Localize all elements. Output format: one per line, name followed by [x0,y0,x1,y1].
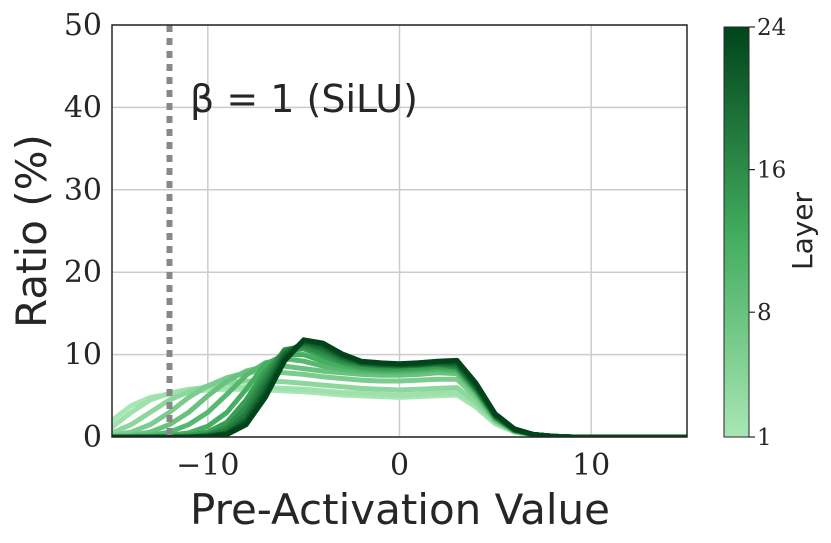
colorbar-tick-label: 1 [757,425,772,451]
series-line-layer-8 [112,363,687,437]
x-axis-label: Pre-Activation Value [190,485,610,534]
y-tick-label: 40 [64,90,102,125]
annotation: β = 1 (SiLU) [190,77,418,121]
y-tick-label: 0 [83,420,102,455]
x-tick-label: 10 [572,448,610,483]
colorbar-tick-label: 16 [757,158,786,184]
y-axis-label: Ratio (%) [7,134,56,328]
x-tick-labels: −10 0 10 [176,448,610,483]
series-line-layer-24 [112,337,687,437]
colorbar-ticks: 1 8 16 24 [749,15,786,451]
y-tick-label: 20 [64,255,102,290]
plot-frame [111,24,688,438]
x-tick-label: 0 [390,448,409,483]
y-tick-label: 50 [64,8,102,43]
colorbar-label: Layer [786,191,819,270]
colorbar-tick-label: 24 [757,15,786,41]
x-tick-label: −10 [176,448,239,483]
series-lines [112,337,687,437]
colorbar [723,26,750,438]
series-line-layer-6 [112,368,687,437]
y-tick-label: 10 [64,338,102,373]
y-tick-labels: 0 10 20 30 40 50 [64,8,102,455]
colorbar-tick-label: 8 [757,300,772,326]
y-tick-label: 30 [64,173,102,208]
